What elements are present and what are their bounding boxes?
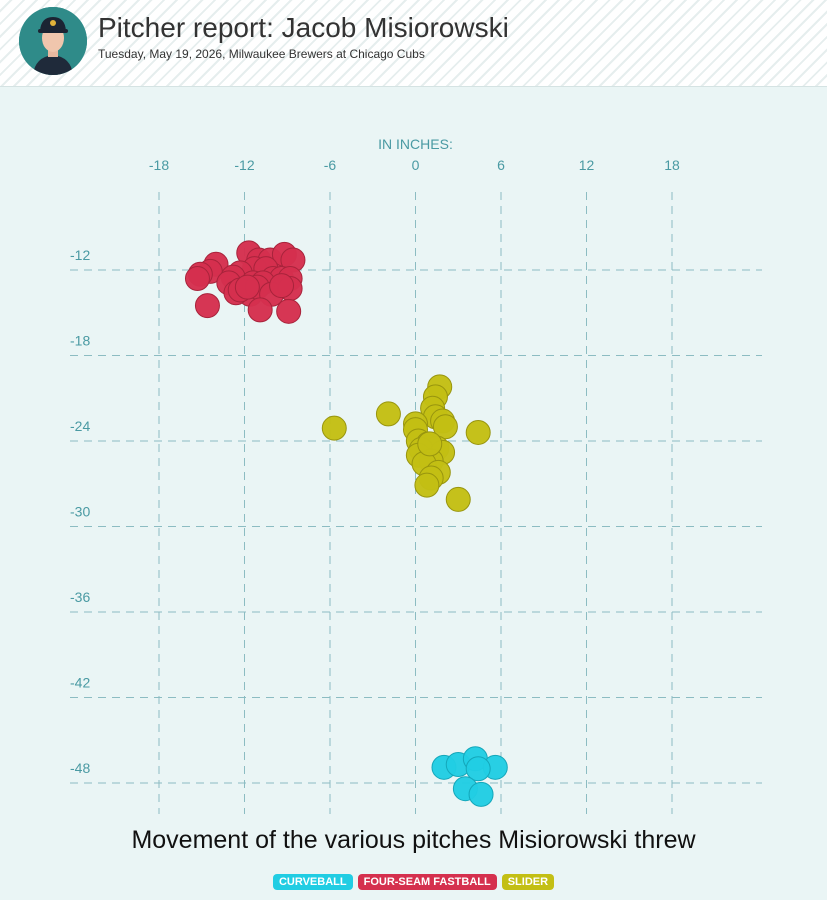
legend-item-fastball[interactable]: FOUR-SEAM FASTBALL [357,874,497,890]
player-headshot-icon [19,7,87,75]
data-point [194,293,220,319]
data-point [269,273,295,299]
page-title: Pitcher report: Jacob Misiorowski [98,12,509,43]
data-point [417,431,443,457]
legend-item-slider[interactable]: SLIDER [501,874,555,890]
data-point [321,415,347,441]
y-tick-label: -24 [70,418,90,434]
report-header: Pitcher report: Jacob Misiorowski Tuesda… [0,0,827,87]
data-point [465,419,491,445]
x-tick-label: 6 [497,157,505,173]
y-tick-label: -42 [70,675,90,691]
x-tick-label: -12 [234,157,254,173]
legend: CURVEBALL FOUR-SEAM FASTBALL SLIDER [0,874,827,890]
data-point [432,414,458,440]
player-avatar [19,7,87,75]
data-point [247,297,273,323]
x-tick-label: -18 [149,157,169,173]
x-tick-label: 0 [412,157,420,173]
y-tick-label: -48 [70,760,90,776]
legend-item-curveball[interactable]: CURVEBALL [272,874,353,890]
data-point [375,401,401,427]
x-tick-label: 12 [579,157,595,173]
game-subtitle: Tuesday, May 19, 2026, Milwaukee Brewers… [98,47,425,61]
y-tick-label: -18 [70,333,90,349]
data-point [276,298,302,324]
y-tick-label: -30 [70,504,90,520]
data-point [445,486,471,512]
y-tick-label: -12 [70,247,90,263]
chart-caption: Movement of the various pitches Misiorow… [131,826,696,854]
x-tick-label: -6 [324,157,337,173]
data-point [414,472,440,498]
data-point [468,781,494,807]
x-axis-label: IN INCHES: [378,136,453,152]
data-point [234,274,260,300]
y-tick-label: -36 [70,589,90,605]
x-tick-label: 18 [664,157,680,173]
data-point [184,266,210,292]
pitch-movement-chart: -18 -12 -6 0 6 12 18 IN INCHES: -12 -18 -24 -30 -36 -… [70,136,762,814]
data-point [465,756,491,782]
